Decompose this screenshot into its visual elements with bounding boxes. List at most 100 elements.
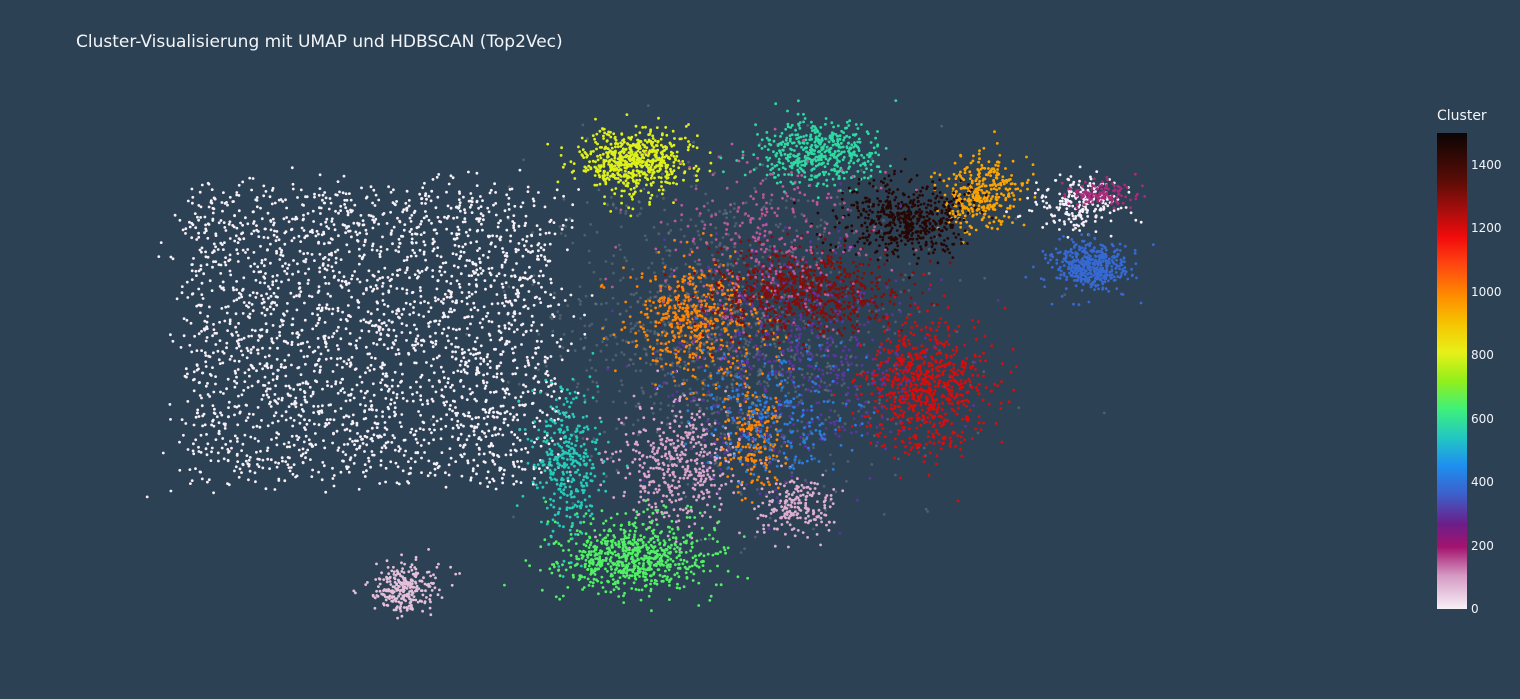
- data-point: [378, 482, 382, 485]
- data-point: [812, 509, 815, 512]
- data-point: [515, 480, 518, 483]
- data-point: [477, 416, 480, 419]
- data-point: [198, 248, 202, 252]
- data-point: [344, 280, 348, 283]
- data-point: [381, 235, 384, 239]
- data-point: [515, 366, 519, 370]
- data-point: [206, 314, 210, 318]
- data-point: [476, 422, 480, 426]
- data-point: [687, 293, 691, 296]
- data-point: [329, 237, 333, 241]
- data-point: [507, 202, 510, 206]
- data-point: [668, 438, 671, 442]
- data-point: [663, 373, 667, 377]
- data-point: [494, 191, 497, 194]
- data-point: [596, 390, 600, 394]
- data-point: [376, 278, 379, 282]
- data-point: [666, 222, 669, 226]
- data-point: [673, 326, 677, 330]
- data-point: [540, 285, 543, 289]
- data-point: [233, 385, 237, 389]
- data-point: [475, 368, 479, 372]
- data-point: [292, 419, 296, 422]
- data-point: [438, 319, 442, 323]
- data-point: [410, 563, 414, 567]
- data-point: [395, 287, 399, 290]
- data-point: [706, 417, 710, 421]
- data-point: [788, 523, 792, 527]
- data-point: [616, 302, 620, 305]
- data-point: [200, 246, 204, 250]
- data-point: [657, 462, 661, 466]
- data-point: [743, 261, 746, 265]
- data-point: [416, 269, 420, 273]
- data-point: [429, 600, 432, 604]
- data-point: [690, 412, 694, 416]
- data-point: [799, 516, 802, 520]
- data-point: [474, 373, 478, 376]
- data-point: [484, 400, 488, 403]
- data-point: [418, 271, 422, 275]
- data-point: [546, 466, 549, 470]
- data-point: [655, 392, 658, 395]
- data-point: [397, 449, 401, 453]
- data-point: [1045, 201, 1048, 205]
- data-point: [385, 559, 389, 563]
- data-point: [635, 277, 638, 281]
- data-point: [1036, 188, 1040, 192]
- data-point: [681, 392, 685, 395]
- data-point: [718, 244, 721, 247]
- data-point: [708, 423, 711, 426]
- data-point: [689, 424, 692, 427]
- data-point: [190, 278, 194, 281]
- data-point: [695, 391, 699, 395]
- data-point: [326, 349, 330, 352]
- data-point: [739, 367, 743, 371]
- data-point: [835, 195, 839, 199]
- data-point: [742, 375, 746, 378]
- data-point: [611, 358, 615, 362]
- data-point: [493, 462, 497, 466]
- data-point: [317, 306, 321, 310]
- data-point: [722, 212, 725, 216]
- data-point: [458, 201, 462, 205]
- data-point: [1079, 190, 1083, 194]
- data-point: [597, 188, 601, 192]
- data-point: [479, 266, 482, 270]
- data-point: [395, 481, 399, 485]
- data-point: [303, 395, 306, 399]
- data-point: [619, 379, 623, 383]
- data-point: [822, 484, 826, 488]
- data-point: [828, 383, 832, 387]
- data-point: [427, 582, 430, 586]
- data-point: [388, 415, 391, 419]
- data-point: [493, 347, 496, 351]
- data-point: [406, 255, 409, 259]
- data-point: [586, 137, 589, 141]
- data-point: [667, 248, 671, 252]
- data-point: [377, 222, 380, 226]
- data-point: [308, 419, 311, 422]
- data-point: [517, 242, 521, 245]
- data-point: [221, 280, 225, 284]
- data-point: [428, 598, 432, 601]
- data-point: [250, 384, 254, 388]
- data-point: [415, 337, 418, 341]
- data-point: [544, 231, 548, 235]
- data-point: [741, 328, 745, 331]
- data-point: [427, 325, 431, 328]
- data-point: [802, 319, 806, 323]
- data-point: [666, 483, 670, 487]
- data-point: [643, 489, 647, 493]
- data-point: [271, 372, 275, 376]
- data-point: [494, 213, 498, 217]
- data-point: [429, 594, 432, 597]
- data-point: [849, 355, 852, 359]
- data-point: [473, 340, 477, 344]
- data-point: [611, 460, 615, 463]
- data-point: [451, 350, 454, 354]
- data-point: [799, 489, 803, 493]
- data-point: [645, 455, 649, 459]
- data-point: [551, 313, 554, 316]
- data-point: [583, 345, 587, 349]
